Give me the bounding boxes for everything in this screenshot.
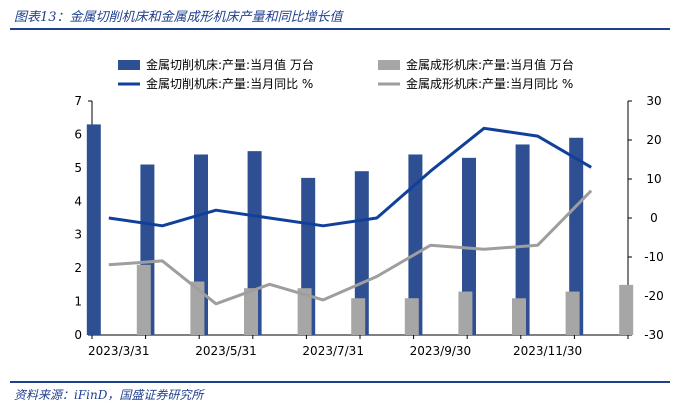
left-axis-tick-label: 3 [74, 228, 82, 242]
chart-title: 图表13：金属切削机床和金属成形机床产量和同比增长值 [14, 10, 343, 25]
left-axis-tick-label: 5 [74, 161, 82, 175]
bar-forming-output [351, 298, 366, 335]
bar-forming-output [297, 288, 312, 335]
title-divider [10, 28, 670, 30]
x-axis-tick-label: 2023/9/30 [410, 344, 472, 358]
right-axis-tick-label: -30 [644, 328, 664, 342]
bar-cutting-output [462, 157, 476, 335]
left-axis-tick-label: 0 [74, 328, 82, 342]
right-axis-tick-label: 0 [650, 211, 658, 225]
left-axis-tick-label: 4 [74, 194, 82, 208]
right-axis-tick-label: 30 [646, 94, 661, 108]
right-axis-tick-label: 20 [646, 133, 661, 147]
line-forming-yoy [108, 189, 593, 306]
left-axis-tick-label: 6 [74, 127, 82, 141]
bar-forming-output [512, 298, 526, 335]
bar-cutting-output [569, 137, 584, 335]
bar-cutting-output [515, 144, 530, 335]
left-axis-tick-label: 1 [74, 295, 82, 309]
x-axis-tick-label: 2023/5/31 [195, 344, 257, 358]
legend-label: 金属切削机床:产量:当月值 万台 [146, 57, 314, 72]
bar-cutting-output [86, 124, 101, 336]
right-axis-tick-label: -10 [644, 250, 664, 264]
right-axis-tick-label: 10 [646, 172, 661, 186]
right-axis-tick-label: -20 [644, 289, 664, 303]
bar-cutting-output [354, 171, 369, 335]
left-axis-tick-label: 2 [74, 261, 82, 275]
legend-swatch-bar [378, 60, 400, 70]
bar-forming-output [404, 298, 419, 335]
legend-label: 金属切削机床:产量:当月同比 % [146, 76, 313, 91]
bar-forming-output [565, 291, 580, 335]
bar-forming-output [458, 291, 473, 335]
source-note: 资料来源：iFinD，国盛证券研究所 [14, 388, 204, 402]
bar-forming-output [136, 264, 151, 335]
bar-forming-output [619, 284, 634, 335]
left-axis-tick-label: 7 [74, 94, 82, 108]
x-axis-tick-label: 2023/7/31 [302, 344, 364, 358]
legend-label: 金属成形机床:产量:当月值 万台 [406, 57, 574, 72]
bar-cutting-output [408, 154, 423, 335]
legend-swatch-bar [118, 60, 140, 70]
source-divider [10, 381, 670, 383]
bar-forming-output [190, 281, 205, 335]
x-axis-tick-label: 2023/11/30 [513, 344, 582, 358]
bar-forming-output [244, 288, 258, 335]
x-axis-tick-label: 2023/3/31 [88, 344, 150, 358]
legend-label: 金属成形机床:产量:当月同比 % [406, 76, 573, 91]
line-cutting-yoy [108, 126, 592, 228]
